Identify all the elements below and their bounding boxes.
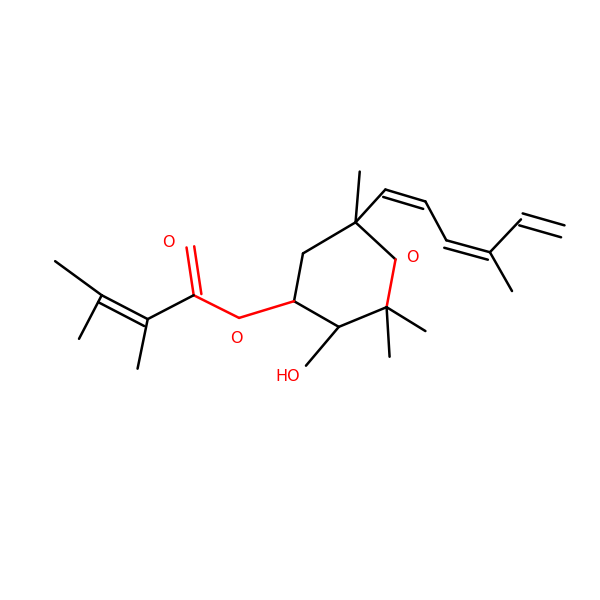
- Text: HO: HO: [275, 368, 300, 383]
- Text: O: O: [162, 235, 175, 250]
- Text: O: O: [230, 331, 242, 346]
- Text: O: O: [406, 250, 419, 265]
